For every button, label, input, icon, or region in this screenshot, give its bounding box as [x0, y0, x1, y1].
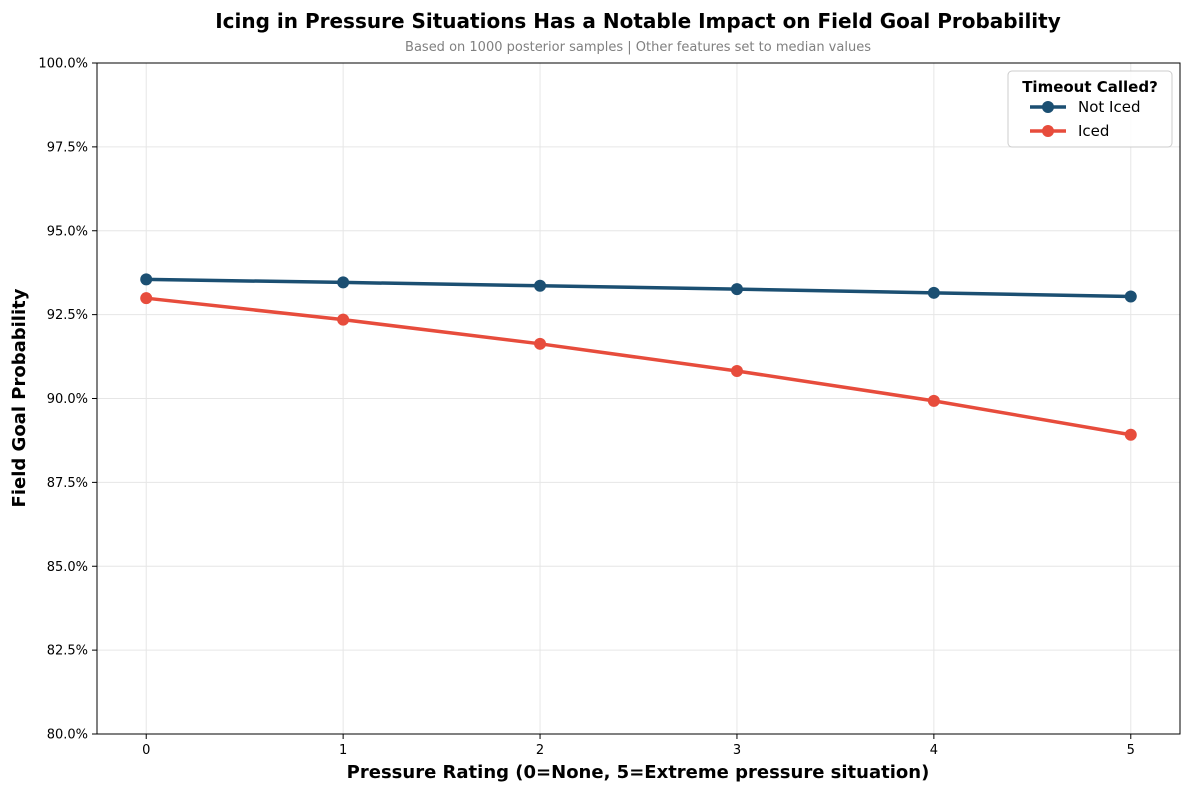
y-axis-ticks: 80.0% 82.5% 85.0% 87.5% 90.0% 92.5% 95.0% 97.5%… [38, 57, 97, 743]
y-tick-label: 82.5% [47, 644, 88, 659]
y-tick-label: 87.5% [47, 476, 88, 491]
x-tick-label: 4 [930, 743, 938, 758]
legend-entries: Not Iced Iced [1030, 98, 1140, 140]
data-point-not-iced [534, 279, 547, 292]
data-point-iced [534, 337, 547, 350]
y-tick-label: 85.0% [47, 560, 88, 575]
legend-label-iced: Iced [1078, 122, 1109, 140]
data-point-iced [140, 292, 153, 305]
legend: Timeout Called? Not Iced Iced [1007, 70, 1173, 148]
series-layer [140, 273, 1137, 441]
data-point-iced [730, 364, 743, 377]
y-tick-label: 80.0% [47, 728, 88, 743]
x-tick-label: 3 [733, 743, 741, 758]
data-point-not-iced [927, 286, 940, 299]
y-tick-label: 90.0% [47, 392, 88, 407]
data-point-iced [1124, 428, 1137, 441]
legend-marker-iced [1042, 125, 1054, 137]
series-line-iced [144, 296, 1133, 437]
data-point-iced [927, 394, 940, 407]
legend-title: Timeout Called? [1022, 78, 1158, 96]
y-axis-label: Field Goal Probability [9, 288, 30, 507]
series-line-not-iced [144, 277, 1133, 299]
y-tick-label: 100.0% [38, 57, 88, 72]
data-point-not-iced [337, 276, 350, 289]
y-tick-label: 97.5% [47, 140, 88, 155]
x-axis-ticks: 0 1 2 3 4 5 [142, 734, 1135, 758]
legend-marker-not-iced [1042, 101, 1054, 113]
y-tick-label: 95.0% [47, 224, 88, 239]
data-point-not-iced [1124, 290, 1137, 303]
x-tick-label: 5 [1127, 743, 1135, 758]
data-point-iced [337, 313, 350, 326]
legend-label-not-iced: Not Iced [1078, 98, 1140, 116]
x-tick-label: 2 [536, 743, 544, 758]
grid [97, 62, 1180, 735]
x-tick-label: 1 [339, 743, 347, 758]
x-axis-label: Pressure Rating (0=None, 5=Extreme press… [347, 762, 930, 783]
chart-subtitle: Based on 1000 posterior samples | Other … [405, 40, 871, 55]
data-point-not-iced [140, 273, 153, 286]
data-point-not-iced [730, 283, 743, 296]
x-tick-label: 0 [142, 743, 150, 758]
y-tick-label: 92.5% [47, 308, 88, 323]
chart-title: Icing in Pressure Situations Has a Notab… [215, 9, 1061, 33]
